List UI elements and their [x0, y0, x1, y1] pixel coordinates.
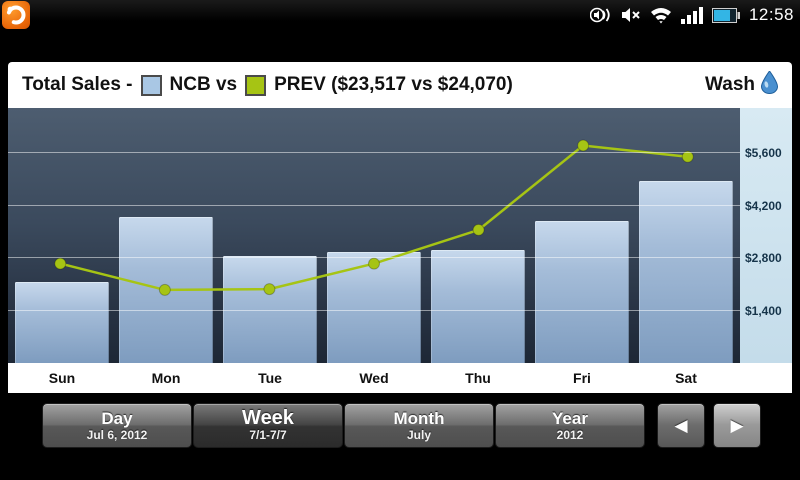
x-axis-label: Sun	[48, 370, 76, 386]
week-button[interactable]: Week 7/1-7/7	[193, 403, 343, 448]
ncb-bar	[14, 282, 110, 363]
media-volume-icon	[589, 7, 612, 23]
status-bar: 12:58	[0, 0, 800, 30]
ncb-legend-label: NCB vs	[169, 74, 238, 95]
y-tick-label: $1,400	[745, 303, 782, 318]
day-button-sub: Jul 6, 2012	[86, 428, 148, 442]
week-button-sub: 7/1-7/7	[249, 428, 287, 442]
month-button[interactable]: Month July	[344, 403, 494, 448]
bar-column	[114, 108, 218, 363]
bar-column	[634, 108, 738, 363]
battery-icon	[711, 7, 740, 23]
chart-panel: Total Sales - NCB vs PREV ($23,517 vs $2…	[8, 62, 792, 393]
chart-title: Total Sales -	[22, 74, 133, 95]
gridline	[8, 204, 740, 206]
x-axis-label: Mon	[151, 370, 181, 386]
x-axis-label: Fri	[573, 370, 591, 386]
month-button-sub: July	[406, 428, 431, 442]
bar-column	[426, 108, 530, 363]
wifi-icon	[650, 7, 672, 24]
year-button-label: Year	[552, 409, 588, 428]
year-button-sub: 2012	[556, 428, 584, 442]
mute-icon	[621, 7, 641, 23]
y-axis: $1,400 $2,800 $4,200 $5,600	[740, 108, 792, 363]
bar-column	[10, 108, 114, 363]
wash-label: Wash	[705, 74, 755, 95]
x-labels: Sun Mon Tue Wed Thu Fri Sat	[8, 363, 740, 393]
plot-area	[8, 108, 740, 363]
clock: 12:58	[748, 5, 794, 24]
x-axis-label: Tue	[258, 370, 282, 386]
gridline	[8, 309, 740, 311]
ncb-legend-swatch	[140, 74, 162, 96]
day-button[interactable]: Day Jul 6, 2012	[42, 403, 192, 448]
wash-toggle[interactable]: Wash	[705, 70, 779, 99]
gridline	[8, 152, 740, 153]
prev-arrow-button[interactable]: ◀	[657, 403, 705, 448]
month-button-label: Month	[393, 409, 445, 428]
y-tick-label: $4,200	[745, 198, 782, 213]
ncb-bar	[534, 220, 630, 363]
ncb-bar	[326, 252, 422, 363]
prev-legend-label: PREV ($23,517 vs $24,070)	[274, 74, 513, 95]
bar-column	[322, 108, 426, 363]
signal-icon	[680, 6, 703, 24]
x-axis-label: Wed	[359, 370, 389, 386]
app-logo-icon	[2, 1, 30, 29]
day-button-label: Day	[101, 409, 133, 428]
gridline	[8, 257, 740, 258]
prev-legend-swatch	[245, 74, 267, 96]
bar-column	[530, 108, 634, 363]
range-toolbar: Day Jul 6, 2012 Week 7/1-7/7 Month July …	[0, 393, 800, 480]
year-button[interactable]: Year 2012	[495, 403, 645, 448]
y-tick-label: $2,800	[745, 251, 782, 265]
x-axis-label: Sat	[675, 370, 697, 386]
ncb-bar	[118, 216, 214, 363]
ncb-bar	[430, 249, 526, 363]
chart-header: Total Sales - NCB vs PREV ($23,517 vs $2…	[8, 62, 792, 108]
y-tick-label: $5,600	[745, 146, 782, 160]
week-button-label: Week	[242, 407, 294, 429]
bars	[8, 108, 740, 363]
next-arrow-button[interactable]: ▶	[713, 403, 761, 448]
x-axis-label: Thu	[465, 370, 491, 386]
bar-column	[218, 108, 322, 363]
ncb-bar	[638, 181, 734, 363]
water-drop-icon	[760, 70, 779, 99]
